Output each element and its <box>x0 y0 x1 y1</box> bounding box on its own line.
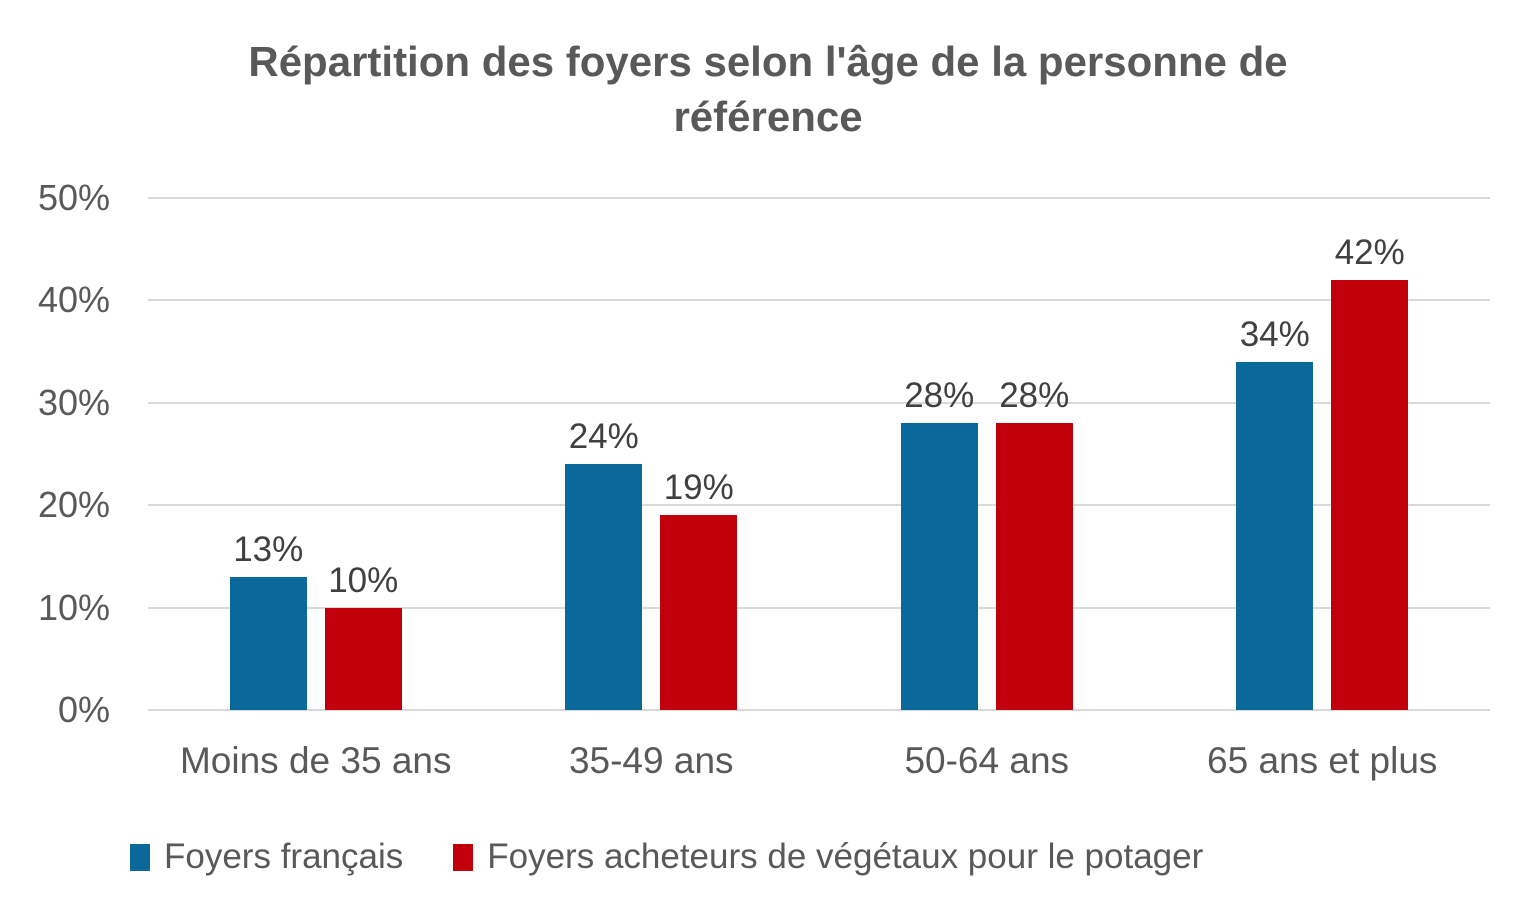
bar: 13% <box>229 532 307 710</box>
x-category-label: 50-64 ans <box>904 740 1070 781</box>
legend-swatch-icon <box>453 843 474 871</box>
bar: 10% <box>324 563 402 710</box>
chart-title: Répartition des foyers selon l'âge de la… <box>248 38 1288 141</box>
y-tick-label: 20% <box>37 484 110 526</box>
legend-swatch-icon <box>130 843 150 871</box>
bar: 34% <box>1236 317 1314 710</box>
y-axis-tick-labels: 0% 10% 20% 30% 40% 50% <box>0 180 112 728</box>
gridline <box>148 504 1490 507</box>
y-tick-label: 50% <box>37 177 110 218</box>
bar: 28% <box>995 378 1073 710</box>
data-label: 42% <box>1334 232 1405 272</box>
x-category-label: 35-49 ans <box>568 740 734 781</box>
bar-groups: 13% 10% Moins de 35 ans 24% 19% 35-49 ans 28% 2… <box>148 198 1491 779</box>
legend-label: Foyers français <box>164 837 404 876</box>
bar: 28% <box>900 378 978 710</box>
legend-item: Foyers français <box>130 837 404 877</box>
gridline <box>148 709 1490 711</box>
gridline <box>148 197 1490 199</box>
y-tick-label: 0% <box>57 689 110 730</box>
bar-group: 28% 28% 50-64 ans <box>819 198 1155 779</box>
bar-group: 13% 10% Moins de 35 ans <box>148 198 484 779</box>
plot-area: 13% 10% Moins de 35 ans 24% 19% 35-49 ans 28% 2… <box>148 197 1491 779</box>
y-tick-label: 10% <box>37 586 110 628</box>
data-label: 28% <box>904 376 975 416</box>
gridline <box>148 401 1490 404</box>
y-tick-label: 30% <box>37 381 110 423</box>
legend: Foyers français Foyers acheteurs de végét… <box>130 837 1204 877</box>
gridline <box>148 299 1490 302</box>
data-label: 10% <box>328 560 399 600</box>
data-label: 24% <box>568 417 639 457</box>
bar-group: 24% 19% 35-49 ans <box>484 198 820 779</box>
bar: 24% <box>565 419 643 710</box>
data-label: 13% <box>233 529 304 569</box>
bar-group: 34% 42% 65 ans et plus <box>1155 198 1491 779</box>
x-category-label: Moins de 35 ans <box>179 740 452 781</box>
bar: 42% <box>1331 235 1409 710</box>
data-label: 19% <box>663 468 734 508</box>
legend-item: Foyers acheteurs de végétaux pour le pot… <box>453 837 1204 877</box>
y-tick-label: 40% <box>37 279 110 321</box>
bar: 19% <box>660 470 738 710</box>
legend-label: Foyers acheteurs de végétaux pour le pot… <box>487 837 1204 876</box>
data-label: 28% <box>999 376 1070 416</box>
data-label: 34% <box>1239 314 1310 354</box>
x-category-label: 65 ans et plus <box>1207 740 1438 781</box>
gridline <box>148 606 1490 609</box>
